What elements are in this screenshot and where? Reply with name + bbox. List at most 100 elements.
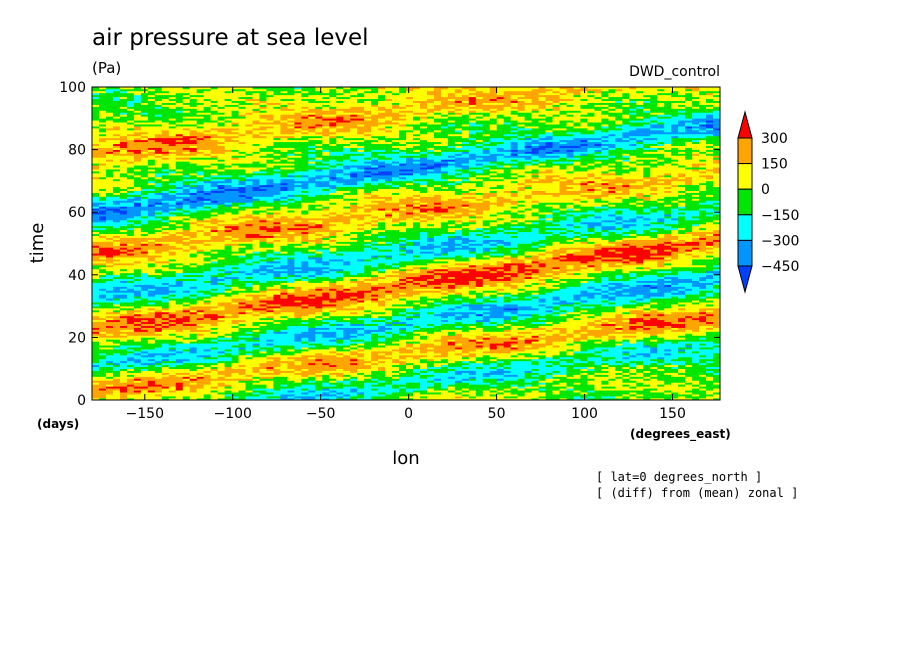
heatmap-cell bbox=[524, 337, 567, 340]
heatmap-cell bbox=[392, 380, 428, 383]
heatmap-cell bbox=[280, 306, 302, 309]
heatmap-cell bbox=[119, 308, 135, 311]
heatmap-cell bbox=[482, 394, 491, 397]
heatmap-cell bbox=[308, 270, 316, 274]
heatmap-cell bbox=[273, 218, 351, 221]
heatmap-cell bbox=[182, 386, 190, 389]
heatmap-cell bbox=[161, 345, 232, 348]
heatmap-cell bbox=[301, 196, 344, 199]
heatmap-cell bbox=[231, 364, 239, 368]
heatmap-cell bbox=[322, 268, 330, 272]
heatmap-cell bbox=[343, 339, 351, 342]
heatmap-cell bbox=[573, 272, 581, 276]
heatmap-cell bbox=[308, 182, 316, 186]
heatmap-cell bbox=[419, 243, 428, 246]
heatmap-cell bbox=[622, 276, 637, 280]
heatmap-cell bbox=[503, 360, 511, 364]
heatmap-cell bbox=[182, 349, 190, 352]
heatmap-cell bbox=[133, 249, 149, 252]
heatmap-cell bbox=[189, 302, 197, 305]
heatmap-cell bbox=[608, 204, 616, 207]
heatmap-cell bbox=[643, 294, 665, 297]
heatmap-cell bbox=[252, 390, 267, 393]
heatmap-cell bbox=[343, 206, 351, 209]
heatmap-cell bbox=[594, 241, 609, 244]
heatmap-cell bbox=[573, 304, 581, 307]
heatmap-cell bbox=[406, 245, 421, 248]
heatmap-cell bbox=[468, 188, 477, 191]
heatmap-cell bbox=[224, 229, 232, 233]
heatmap-cell bbox=[154, 315, 163, 319]
heatmap-cell bbox=[685, 251, 707, 254]
heatmap-cell bbox=[92, 261, 107, 264]
heatmap-cell bbox=[671, 296, 679, 299]
heatmap-cell bbox=[105, 315, 121, 319]
heatmap-cell bbox=[385, 208, 393, 211]
heatmap-cell bbox=[545, 235, 567, 238]
heatmap-cell bbox=[217, 261, 246, 264]
heatmap-cell bbox=[154, 341, 184, 344]
heatmap-cell bbox=[671, 398, 693, 401]
heatmap-cell bbox=[580, 241, 588, 244]
heatmap-cell bbox=[266, 355, 302, 358]
heatmap-cell bbox=[482, 339, 525, 342]
heatmap-cell bbox=[643, 360, 658, 364]
heatmap-cell bbox=[496, 212, 518, 215]
heatmap-cell bbox=[273, 243, 288, 246]
heatmap-cell bbox=[196, 382, 211, 385]
heatmap-cell bbox=[147, 339, 156, 342]
heatmap-cell bbox=[440, 335, 463, 338]
heatmap-cell bbox=[643, 355, 651, 358]
heatmap-cell bbox=[154, 325, 163, 328]
heatmap-cell bbox=[454, 343, 463, 346]
heatmap-cell bbox=[461, 364, 498, 368]
heatmap-cell bbox=[419, 325, 435, 328]
heatmap-cell bbox=[692, 259, 721, 262]
heatmap-cell bbox=[343, 288, 351, 291]
heatmap-cell bbox=[706, 343, 721, 346]
heatmap-cell bbox=[482, 315, 511, 319]
heatmap-cell bbox=[301, 276, 309, 280]
heatmap-cell bbox=[126, 280, 135, 283]
heatmap-cell bbox=[503, 313, 518, 317]
heatmap-cell bbox=[678, 366, 707, 369]
heatmap-cell bbox=[622, 315, 637, 319]
heatmap-cell bbox=[357, 282, 372, 285]
heatmap-cell bbox=[105, 374, 114, 377]
heatmap-cell bbox=[447, 286, 456, 289]
heatmap-cell bbox=[140, 306, 163, 309]
heatmap-cell bbox=[594, 210, 602, 213]
heatmap-cell bbox=[245, 184, 260, 188]
heatmap-cell bbox=[259, 364, 281, 368]
heatmap-cell bbox=[217, 356, 232, 360]
heatmap-cell bbox=[566, 204, 574, 207]
heatmap-cell bbox=[503, 323, 511, 326]
heatmap-cell bbox=[273, 358, 281, 362]
heatmap-cell bbox=[203, 396, 211, 399]
heatmap-cell bbox=[552, 306, 560, 309]
heatmap-cell bbox=[440, 221, 456, 225]
heatmap-cell bbox=[587, 274, 616, 278]
heatmap-cell bbox=[699, 241, 707, 244]
heatmap-cell bbox=[98, 188, 107, 191]
heatmap-cell bbox=[706, 270, 721, 274]
heatmap-cell bbox=[175, 282, 184, 285]
heatmap-cell bbox=[580, 358, 588, 362]
heatmap-cell bbox=[357, 218, 365, 221]
heatmap-cell bbox=[238, 247, 253, 250]
heatmap-cell bbox=[406, 282, 414, 285]
heatmap-cell bbox=[371, 241, 379, 244]
heatmap-cell bbox=[105, 268, 121, 272]
heatmap-cell bbox=[482, 323, 498, 326]
heatmap-cell bbox=[259, 311, 267, 315]
heatmap-cell bbox=[510, 327, 518, 330]
heatmap-cell bbox=[601, 265, 609, 268]
heatmap-cell bbox=[133, 190, 142, 193]
heatmap-cell bbox=[217, 368, 225, 371]
heatmap-cell bbox=[175, 253, 190, 256]
heatmap-cell bbox=[419, 304, 428, 307]
heatmap-cell bbox=[92, 233, 100, 236]
heatmap-cell bbox=[433, 339, 449, 342]
heatmap-cell bbox=[454, 376, 470, 379]
heatmap-cell bbox=[566, 351, 574, 354]
